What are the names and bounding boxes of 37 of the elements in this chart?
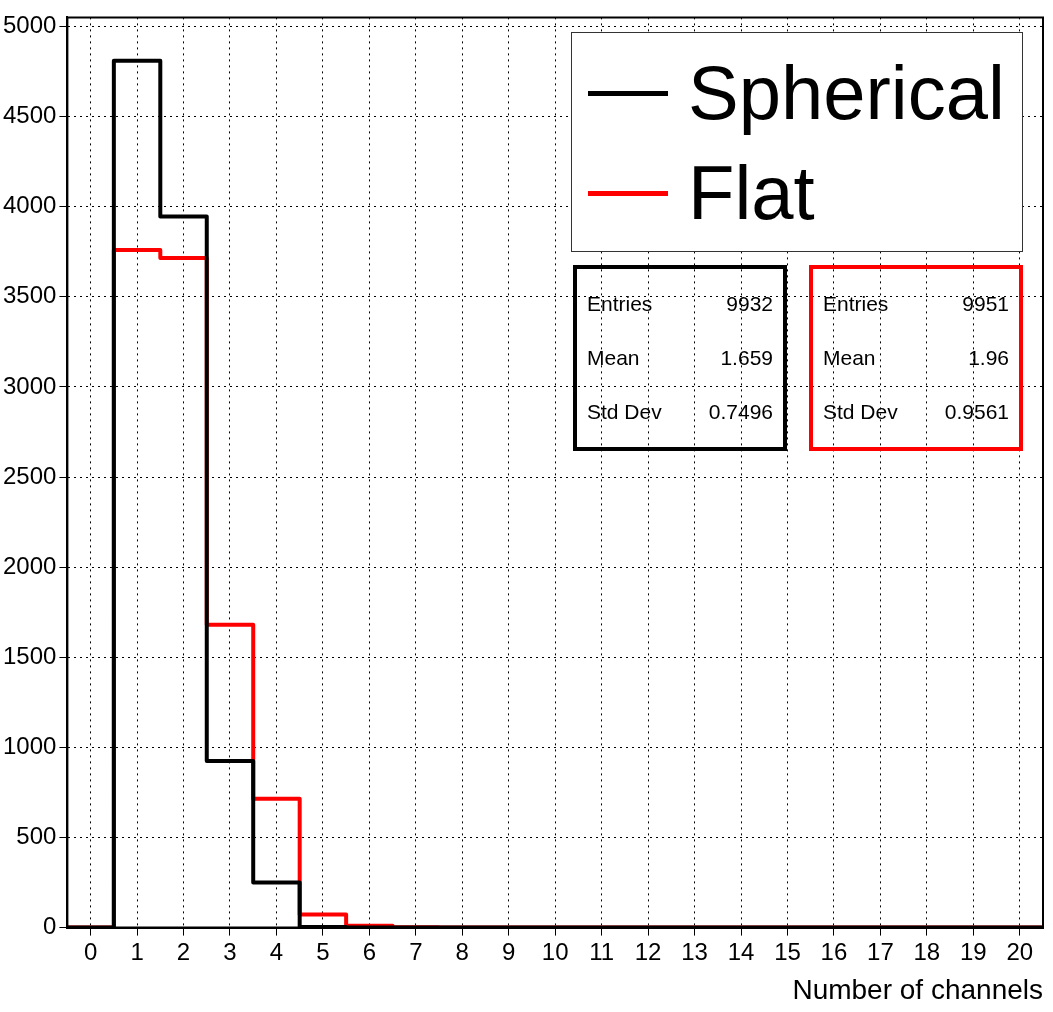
x-tick-label: 5: [316, 937, 330, 965]
x-tick-label: 13: [681, 937, 708, 965]
x-tick-label: 11: [589, 937, 615, 965]
x-tick-label: 10: [541, 937, 569, 965]
legend-label: Spherical: [688, 49, 1005, 138]
x-tick-label: 16: [820, 937, 848, 965]
x-tick-label: 7: [409, 937, 423, 965]
text: Entries 9932 Mean 1.659 Std Dev 0.7496: [587, 292, 773, 424]
y-tick-label: 2000: [3, 551, 57, 579]
x-tick-label: 19: [959, 937, 987, 965]
text: Entries 9951 Mean 1.96 Std Dev 0.9561: [823, 292, 1009, 424]
x-tick-label: 1: [130, 937, 144, 965]
x-tick-label: 8: [455, 937, 469, 965]
x-tick-label: 15: [774, 937, 801, 965]
x-tick-label: 20: [1006, 937, 1034, 965]
x-tick-label: 17: [867, 937, 894, 965]
y-tick-label: 4000: [3, 191, 57, 219]
y-tick-label: 3000: [3, 371, 57, 399]
x-axis-title: Number of channels: [792, 973, 1043, 1005]
x-tick-label: 14: [727, 937, 755, 965]
y-tick-label: 0: [43, 912, 57, 940]
y-tick-label: 1000: [3, 731, 57, 759]
x-tick-label: 18: [913, 937, 941, 965]
x-tick-label: 0: [83, 937, 98, 965]
x-tick-label: 3: [223, 937, 237, 965]
x-tick-label: 4: [269, 937, 284, 965]
x-tick-label: 12: [634, 937, 662, 965]
y-tick-label: 2500: [3, 461, 57, 489]
y-tick-label: 5000: [3, 11, 57, 39]
x-tick-label: 9: [502, 937, 516, 965]
y-tick-label: 1500: [3, 641, 57, 669]
y-tick-label: 500: [16, 822, 57, 850]
x-tick-label: 2: [176, 937, 191, 965]
y-tick-label: 4500: [3, 101, 57, 129]
x-tick-label: 6: [362, 937, 377, 965]
y-tick-label: 3500: [3, 281, 57, 309]
legend-label: Flat: [688, 149, 815, 238]
